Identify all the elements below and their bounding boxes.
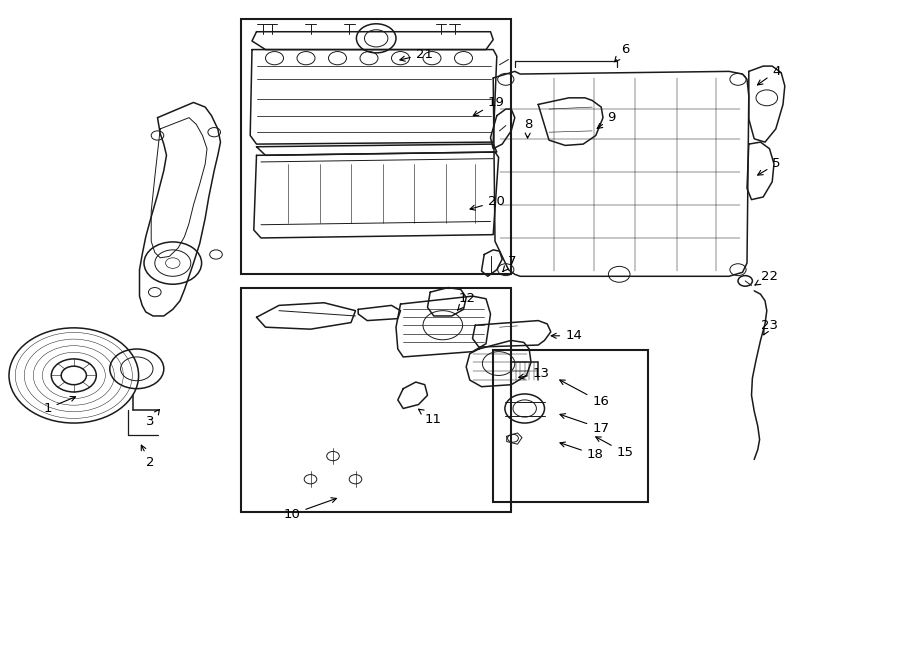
Text: 16: 16 <box>560 380 609 408</box>
Text: 1: 1 <box>43 397 76 415</box>
Bar <box>493 350 648 502</box>
Text: 5: 5 <box>758 157 780 175</box>
Text: 10: 10 <box>284 498 337 521</box>
Text: 17: 17 <box>560 414 609 435</box>
Text: 19: 19 <box>473 96 505 116</box>
Text: 12: 12 <box>457 292 476 310</box>
Text: 3: 3 <box>146 409 159 428</box>
Text: 11: 11 <box>418 409 442 426</box>
Text: 13: 13 <box>518 367 550 380</box>
Text: 14: 14 <box>551 329 582 342</box>
Text: 9: 9 <box>598 111 616 128</box>
Text: 7: 7 <box>503 254 516 272</box>
Text: 15: 15 <box>596 437 634 459</box>
Text: 6: 6 <box>615 43 629 61</box>
Text: 2: 2 <box>141 445 154 469</box>
Bar <box>241 288 511 512</box>
Text: 20: 20 <box>470 195 505 210</box>
Bar <box>241 19 511 274</box>
Text: 4: 4 <box>758 65 780 85</box>
Text: 22: 22 <box>755 270 778 285</box>
Text: 21: 21 <box>400 48 433 61</box>
Text: 18: 18 <box>560 442 604 461</box>
Text: 8: 8 <box>524 118 532 138</box>
Text: 23: 23 <box>760 319 778 335</box>
